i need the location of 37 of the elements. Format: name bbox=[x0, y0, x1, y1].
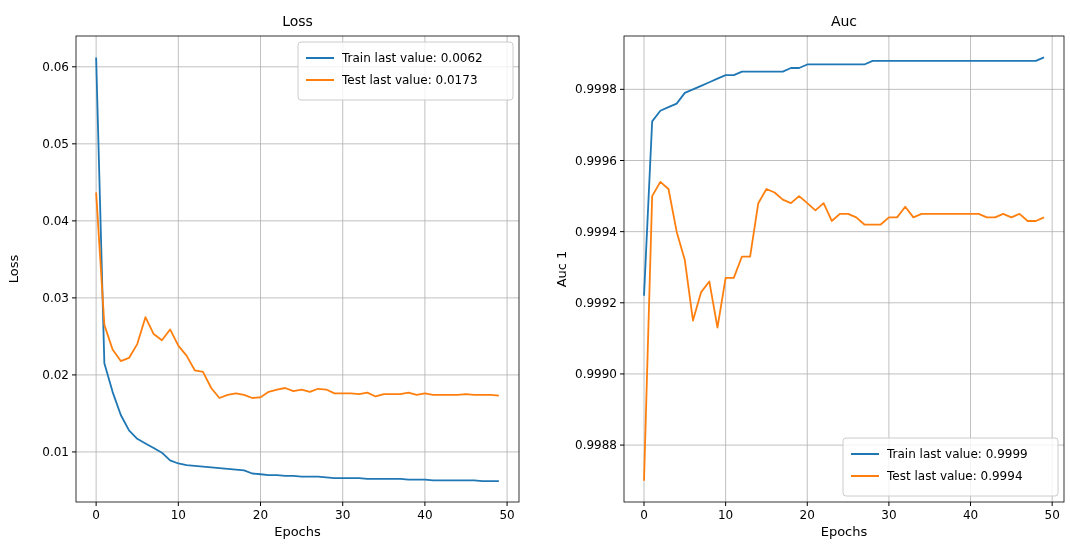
legend-label: Test last value: 0.9994 bbox=[886, 469, 1023, 483]
x-axis-title: Epochs bbox=[820, 524, 868, 539]
y-tick-label: 0.9990 bbox=[575, 366, 617, 381]
x-tick-label: 0 bbox=[640, 508, 648, 522]
y-tick-label: 0.05 bbox=[42, 136, 69, 151]
chart-title: Loss bbox=[282, 13, 313, 29]
legend-label: Train last value: 0.0062 bbox=[341, 51, 483, 65]
y-axis-title: Auc 1 bbox=[554, 250, 569, 288]
y-axis-title: Loss bbox=[6, 254, 21, 284]
x-tick-label: 40 bbox=[417, 508, 433, 522]
line-series bbox=[95, 191, 500, 399]
x-tick-label: 10 bbox=[717, 508, 734, 522]
line-series bbox=[643, 56, 1045, 297]
y-tick-label: 0.03 bbox=[42, 290, 69, 305]
y-tick-label: 0.04 bbox=[42, 213, 69, 228]
x-tick-label: 0 bbox=[92, 508, 100, 522]
y-tick-label: 0.9998 bbox=[575, 82, 617, 97]
x-tick-label: 40 bbox=[962, 508, 979, 522]
legend-label: Test last value: 0.0173 bbox=[341, 73, 478, 87]
chart-title: Auc bbox=[830, 13, 858, 29]
y-tick-label: 0.9994 bbox=[575, 224, 617, 239]
line-series bbox=[643, 180, 1045, 482]
x-axis-title: Epochs bbox=[274, 524, 322, 539]
x-tick-label: 20 bbox=[799, 508, 815, 522]
y-tick-label: 0.9988 bbox=[575, 438, 617, 453]
x-tick-label: 10 bbox=[170, 508, 186, 522]
x-tick-label: 30 bbox=[881, 508, 897, 522]
y-tick-label: 0.06 bbox=[42, 59, 69, 74]
x-tick-label: 50 bbox=[1044, 508, 1060, 522]
legend-label: Train last value: 0.9999 bbox=[886, 447, 1028, 461]
y-tick-label: 0.01 bbox=[42, 444, 69, 459]
y-tick-label: 0.9992 bbox=[575, 295, 617, 310]
y-tick-label: 0.02 bbox=[42, 367, 69, 382]
x-tick-label: 50 bbox=[499, 508, 515, 522]
x-tick-label: 30 bbox=[335, 508, 351, 522]
y-tick-label: 0.9996 bbox=[575, 153, 617, 168]
x-tick-label: 20 bbox=[252, 508, 269, 522]
